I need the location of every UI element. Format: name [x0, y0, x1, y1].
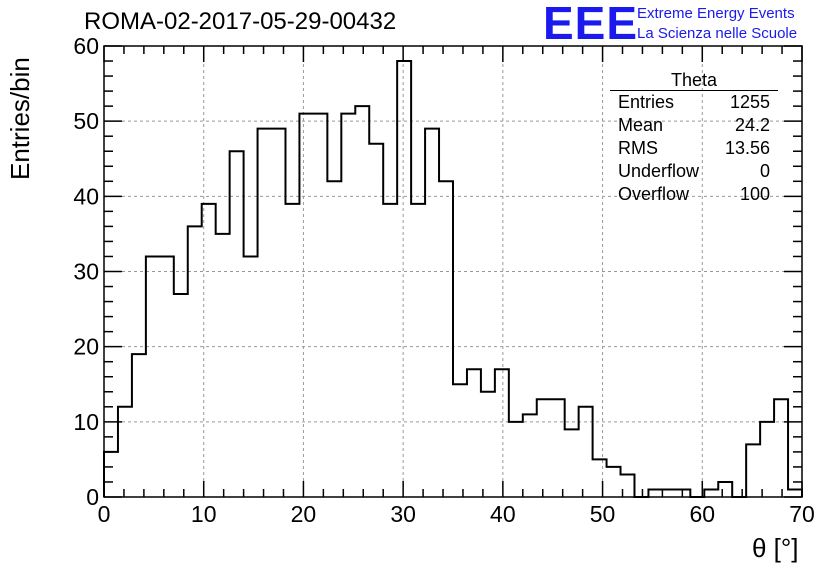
stats-row: Mean 24.2 — [610, 114, 778, 137]
histogram-bin — [244, 256, 258, 497]
x-axis-label: θ [°] — [752, 533, 799, 563]
logo-line-2: La Scienza nelle Scuole — [637, 25, 798, 42]
histogram-bin — [760, 422, 774, 497]
histogram-bin — [551, 399, 565, 497]
histogram-bin — [118, 407, 132, 497]
y-tick-label: 50 — [73, 108, 99, 134]
stats-value: 100 — [739, 184, 770, 204]
histogram-bin — [718, 482, 732, 497]
stats-value: 1255 — [729, 92, 770, 112]
histogram-bin — [746, 444, 760, 497]
histogram-bin — [439, 181, 453, 497]
stats-label: RMS — [618, 138, 658, 158]
histogram-bin — [648, 489, 662, 497]
histogram-bin — [383, 204, 397, 497]
eee-logo: EEE — [543, 0, 639, 49]
histogram-bin — [202, 204, 216, 497]
histogram-bin — [258, 129, 272, 497]
histogram-bin — [355, 106, 369, 497]
histogram-bin — [188, 226, 202, 497]
x-tick-label: 10 — [191, 501, 217, 527]
x-tick-label: 20 — [291, 501, 317, 527]
histogram-bin — [537, 399, 551, 497]
stats-title: Theta — [610, 70, 778, 91]
y-tick-label: 20 — [73, 334, 99, 360]
histogram-bin — [160, 256, 174, 497]
y-tick-label: 0 — [86, 484, 99, 510]
histogram-bin — [774, 399, 788, 497]
histogram-bin — [453, 384, 467, 497]
histogram-bin — [676, 489, 690, 497]
histogram-bin — [593, 459, 607, 497]
histogram-bin — [230, 151, 244, 497]
histogram-bin — [146, 256, 160, 497]
histogram-bin — [788, 489, 802, 497]
histogram-bin — [216, 234, 230, 497]
stats-value: 0 — [759, 161, 770, 181]
histogram-bin — [662, 489, 676, 497]
stats-value: 24.2 — [734, 115, 770, 135]
histogram-bin — [285, 204, 299, 497]
x-tick-label: 70 — [789, 501, 815, 527]
histogram-bin — [272, 129, 286, 497]
histogram-bin — [411, 204, 425, 497]
histogram-bin — [704, 489, 718, 497]
chart-title: ROMA-02-2017-05-29-00432 — [84, 8, 397, 35]
histogram-bin — [509, 422, 523, 497]
x-tick-label: 0 — [98, 501, 111, 527]
histogram-bin — [425, 129, 439, 497]
x-tick-label: 50 — [590, 501, 616, 527]
logo-line-1: Extreme Energy Events — [637, 5, 795, 22]
histogram-bin — [481, 392, 495, 497]
stats-row: Underflow 0 — [610, 160, 778, 183]
histogram-bin — [104, 452, 118, 497]
histogram-bin — [607, 467, 621, 497]
stats-label: Underflow — [618, 161, 700, 181]
x-tick-label: 30 — [390, 501, 416, 527]
y-tick-label: 30 — [73, 259, 99, 285]
histogram-bin — [467, 369, 481, 497]
histogram-bin — [299, 114, 313, 497]
x-tick-label: 40 — [490, 501, 516, 527]
histogram-bin — [313, 114, 327, 497]
stats-label: Mean — [618, 115, 664, 135]
histogram-bin — [174, 294, 188, 497]
histogram-bin — [397, 61, 411, 497]
histogram-bin — [579, 407, 593, 497]
y-tick-label: 10 — [73, 409, 99, 435]
stats-row: Entries 1255 — [610, 91, 778, 114]
histogram-bin — [565, 429, 579, 497]
histogram-bin — [495, 369, 509, 497]
stats-value: 13.56 — [724, 138, 770, 158]
stats-box: Theta Entries 1255 Mean 24.2 RMS 13.56 Unde… — [610, 70, 778, 206]
y-tick-label: 40 — [73, 183, 99, 209]
y-tick-label: 60 — [73, 33, 99, 59]
stats-label: Overflow — [618, 184, 690, 204]
y-axis-label: Entries/bin — [5, 57, 35, 180]
histogram-bin — [341, 114, 355, 497]
stats-label: Entries — [618, 92, 675, 112]
histogram-bin — [132, 354, 146, 497]
stats-row: Overflow 100 — [610, 183, 778, 206]
histogram-bin — [327, 181, 341, 497]
histogram-bin — [523, 414, 537, 497]
stats-row: RMS 13.56 — [610, 137, 778, 160]
x-tick-label: 60 — [689, 501, 715, 527]
